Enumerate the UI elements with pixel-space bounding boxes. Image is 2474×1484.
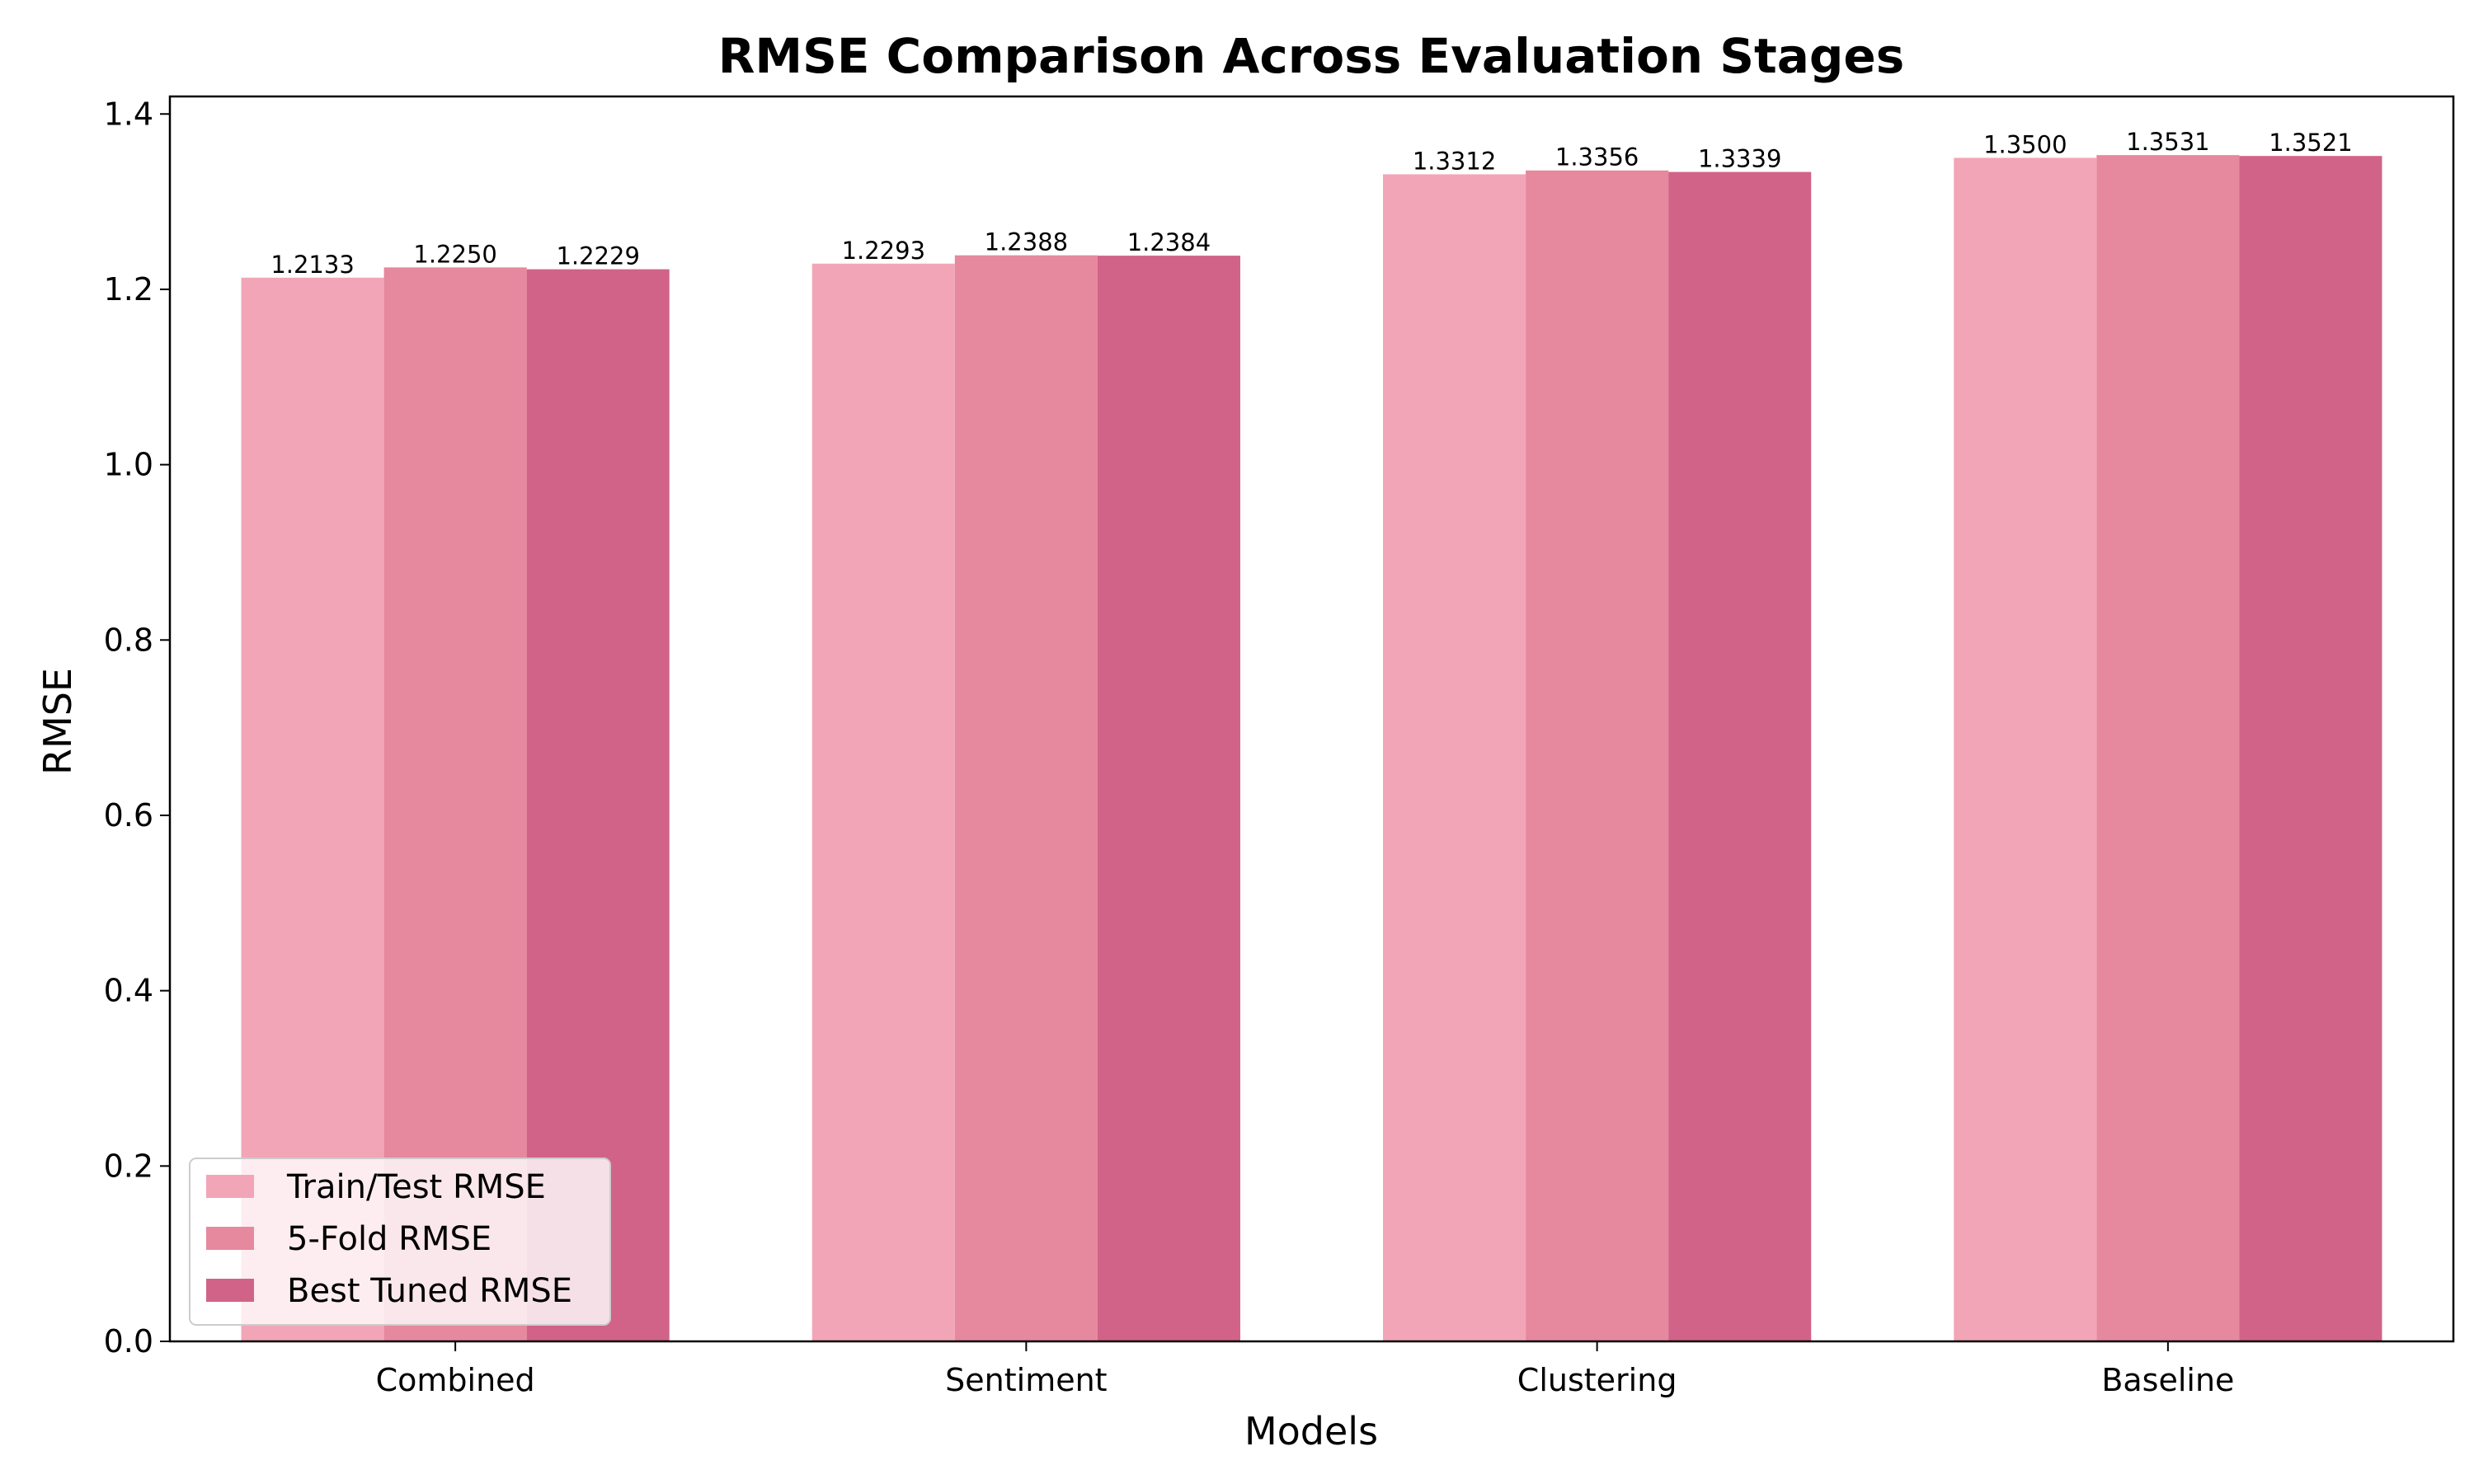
data-label: 1.3312 (1413, 147, 1496, 175)
legend-box (189, 1158, 611, 1326)
legend-label: 5-Fold RMSE (287, 1220, 492, 1258)
data-label: 1.2293 (842, 237, 925, 265)
bar (1383, 174, 1526, 1341)
data-label: 1.2133 (270, 251, 354, 279)
plot-frame (168, 95, 2455, 1343)
y-tick-label: 1.0 (104, 447, 153, 483)
x-tick-label: Clustering (1517, 1362, 1677, 1398)
y-tick-label: 1.2 (104, 271, 153, 308)
data-label: 1.3531 (2126, 128, 2209, 156)
legend-swatch (206, 1227, 254, 1250)
bar (954, 255, 1098, 1341)
y-tick-label: 0.8 (104, 622, 153, 658)
bar (1668, 171, 1812, 1342)
data-label: 1.3500 (1983, 130, 2067, 158)
data-label: 1.2388 (985, 228, 1068, 256)
x-tick-label: Sentiment (945, 1362, 1107, 1398)
x-tick-label: Combined (376, 1362, 535, 1398)
x-axis-label: Models (1244, 1409, 1378, 1453)
bar (1097, 256, 1240, 1341)
legend-swatch (206, 1279, 254, 1302)
legend-label: Best Tuned RMSE (287, 1272, 572, 1310)
data-label: 1.2384 (1127, 228, 1211, 256)
y-tick-label: 0.2 (104, 1148, 153, 1184)
legend-swatch (206, 1175, 254, 1198)
bar (1954, 157, 2097, 1341)
bar (2239, 156, 2382, 1342)
x-tick-label: Baseline (2101, 1362, 2234, 1398)
bar (1526, 170, 1669, 1342)
y-tick-label: 0.4 (104, 973, 153, 1009)
data-label: 1.3521 (2269, 129, 2352, 157)
data-label: 1.2250 (413, 240, 496, 268)
bar (2096, 155, 2240, 1341)
legend: Train/Test RMSE 5-Fold RMSE Best Tuned RMS… (189, 1158, 611, 1326)
data-label: 1.2229 (556, 242, 639, 270)
bar (811, 263, 955, 1341)
data-label: 1.3339 (1698, 145, 1781, 173)
y-tick-label: 0.6 (104, 797, 153, 834)
chart-title: RMSE Comparison Across Evaluation Stages (718, 28, 1905, 84)
y-tick-label: 1.4 (104, 96, 153, 132)
legend-label: Train/Test RMSE (286, 1168, 546, 1206)
y-axis-label: RMSE (35, 668, 80, 775)
y-tick-label: 0.0 (104, 1323, 153, 1360)
data-label: 1.3356 (1555, 143, 1639, 171)
